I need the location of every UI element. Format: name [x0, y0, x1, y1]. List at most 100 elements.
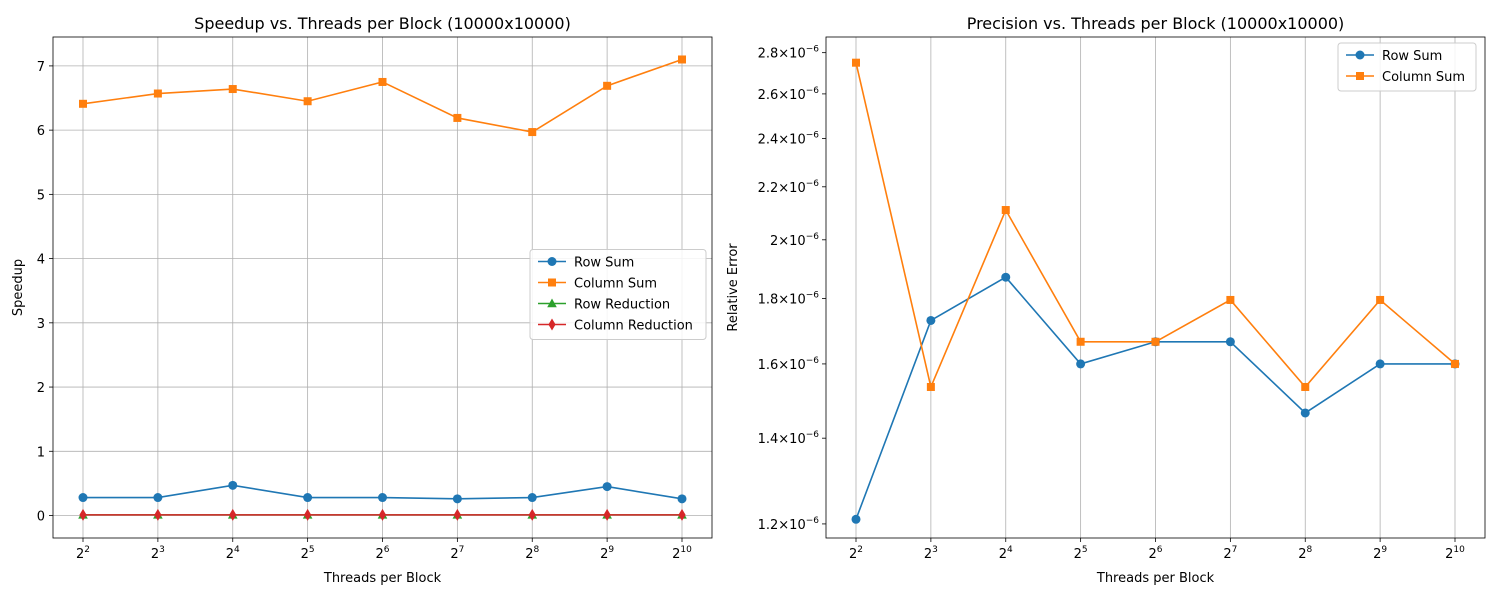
legend-marker	[548, 278, 556, 287]
series-row-sum	[78, 480, 687, 504]
y-tick-label: 1.2×10−6	[758, 516, 820, 533]
data-point	[303, 493, 313, 503]
y-tick-label: 3	[37, 317, 45, 332]
x-tick-label: 29	[1373, 545, 1387, 562]
data-point	[79, 99, 87, 108]
data-point	[378, 77, 387, 86]
x-tick-label: 23	[924, 545, 938, 562]
data-point	[154, 508, 162, 521]
x-tick-label: 210	[672, 545, 692, 562]
x-tick-label: 22	[849, 545, 863, 562]
x-tick-label: 29	[600, 545, 614, 562]
data-point	[452, 494, 462, 504]
data-point	[1376, 295, 1385, 304]
y-tick-label: 2.8×10−6	[758, 45, 820, 62]
legend-marker	[547, 298, 557, 308]
y-tick-label: 2×10−6	[770, 232, 819, 249]
data-point	[153, 89, 162, 98]
data-point	[677, 494, 687, 504]
x-axis-label: Threads per Block	[323, 571, 442, 586]
legend-item: Column Sum	[538, 277, 657, 292]
data-point	[79, 508, 87, 521]
legend-marker	[1355, 50, 1365, 60]
data-point	[1001, 206, 1010, 215]
data-point	[453, 113, 462, 122]
legend-label: Column Reduction	[574, 319, 693, 334]
legend-marker	[548, 318, 556, 331]
y-tick-label: 1	[37, 445, 45, 460]
data-point	[1300, 408, 1310, 418]
data-point	[78, 493, 88, 503]
chart-panel-2: 22 23 24 25 26 27 28 29 210 1.2×10−6 1.4×10−6 1.6×1…	[726, 14, 1486, 586]
data-point	[303, 97, 312, 106]
y-tick-label: 4	[37, 253, 45, 268]
y-tick-label: 2.4×10−6	[758, 130, 820, 147]
data-point	[678, 508, 686, 521]
legend-item: Column Sum	[1346, 70, 1465, 85]
y-tick-label: 1.6×10−6	[758, 356, 820, 373]
y-tick-label: 7	[37, 60, 45, 75]
x-tick-label: 24	[226, 545, 240, 562]
data-point	[603, 508, 611, 521]
y-tick-label: 5	[37, 188, 45, 203]
legend-item: Column Reduction	[538, 318, 693, 334]
data-point	[528, 128, 537, 137]
chart-title: Speedup vs. Threads per Block (10000x100…	[194, 14, 571, 33]
data-point	[228, 85, 237, 94]
legend-box	[529, 249, 707, 340]
data-point	[1451, 359, 1459, 368]
x-tick-label: 26	[375, 545, 389, 562]
legend-label: Row Sum	[574, 256, 634, 271]
legend-item: Row Sum	[1346, 49, 1442, 64]
y-tick-label: 0	[37, 510, 45, 525]
data-point	[1076, 359, 1086, 369]
x-tick-label: 25	[301, 545, 315, 562]
data-point	[229, 508, 237, 521]
data-point	[926, 382, 935, 391]
data-point	[527, 493, 537, 503]
data-point	[926, 315, 936, 325]
data-point	[1226, 295, 1235, 304]
series-column-reduction	[79, 508, 686, 521]
x-tick-label: 26	[1148, 545, 1162, 562]
x-axis-label: Threads per Block	[1096, 571, 1215, 586]
x-tick-label: 22	[76, 545, 90, 562]
x-tick-label: 23	[151, 545, 165, 562]
data-point	[851, 514, 861, 524]
x-tick-label: 27	[450, 545, 464, 562]
data-point	[378, 508, 387, 521]
legend-marker	[1356, 72, 1364, 80]
data-point	[304, 508, 312, 521]
y-axis-label: Speedup	[11, 259, 26, 316]
y-tick-label: 2	[37, 381, 45, 396]
legend: Row Sum Column Sum Row Reduction Column Red…	[529, 249, 707, 340]
legend-item: Row Sum	[538, 256, 634, 271]
y-tick-label: 2.6×10−6	[758, 86, 820, 103]
data-point	[852, 58, 860, 67]
legend-label: Column Sum	[1382, 70, 1465, 85]
y-tick-label: 6	[37, 124, 45, 139]
x-tick-label: 25	[1074, 545, 1088, 562]
data-point	[1001, 272, 1011, 282]
x-tick-label: 28	[1298, 545, 1312, 562]
y-axis-label: Relative Error	[726, 243, 741, 332]
series-column-sum	[79, 55, 686, 137]
grid	[855, 37, 1456, 538]
data-point	[528, 508, 536, 521]
legend-label: Column Sum	[574, 277, 657, 292]
data-point	[1301, 382, 1310, 391]
legend-label: Row Sum	[1382, 49, 1442, 64]
data-point	[378, 493, 387, 503]
legend-marker	[547, 257, 557, 266]
data-point	[453, 508, 461, 521]
x-tick-label: 27	[1223, 545, 1237, 562]
data-point	[153, 493, 163, 503]
data-point	[603, 81, 612, 90]
data-point	[1375, 359, 1385, 369]
chart-title: Precision vs. Threads per Block (10000x1…	[967, 14, 1345, 33]
data-point	[1225, 337, 1235, 347]
data-point	[1076, 337, 1085, 346]
series-column-sum	[852, 58, 1459, 391]
